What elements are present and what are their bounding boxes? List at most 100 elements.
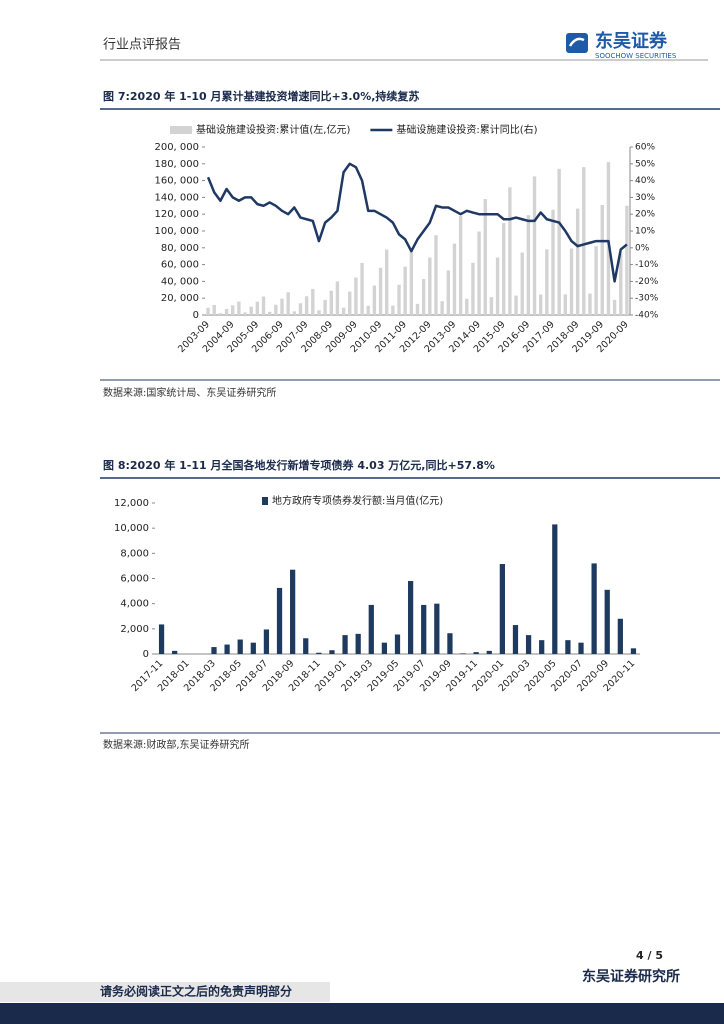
y2-tick-label: 20%: [635, 210, 655, 220]
bar: [447, 633, 453, 654]
bar: [231, 305, 235, 315]
y2-tick-label: -20%: [635, 277, 659, 287]
bar: [600, 204, 604, 315]
bar: [298, 303, 303, 315]
y2-tick-label: 40%: [635, 176, 655, 186]
bar: [286, 292, 290, 315]
y-tick-label: 0: [193, 310, 199, 321]
bar: [434, 603, 440, 654]
bar: [158, 624, 165, 654]
bar: [440, 301, 444, 315]
bar: [575, 208, 580, 315]
bar: [591, 563, 597, 654]
bar: [588, 293, 592, 315]
bar: [280, 298, 284, 315]
bar: [323, 299, 327, 315]
bar: [391, 305, 395, 315]
figure-source: 数据来源:国家统计局、东吴证券研究所: [103, 386, 276, 399]
bar: [250, 642, 256, 654]
bar: [625, 205, 629, 315]
bar: [565, 640, 571, 654]
logo-en: SOOCHOW SECURITIES: [595, 52, 677, 60]
bar: [385, 249, 389, 315]
bar: [538, 294, 543, 315]
bar: [397, 284, 401, 315]
bar: [304, 296, 309, 315]
bar: [486, 650, 492, 654]
bar: [206, 307, 210, 315]
bar: [368, 604, 374, 654]
bar: [348, 291, 352, 315]
bar: [249, 306, 253, 315]
y-tick-label: 0: [143, 649, 149, 660]
bar: [303, 638, 309, 654]
bar: [471, 262, 475, 315]
y2-tick-label: 0%: [635, 243, 650, 253]
bar: [545, 249, 549, 315]
bar: [465, 298, 469, 315]
bar: [421, 279, 426, 315]
bar: [532, 176, 537, 315]
bar: [617, 618, 623, 654]
bar: [394, 634, 401, 654]
page-number: 4 / 5: [636, 949, 663, 962]
bar: [512, 625, 519, 654]
bar: [267, 311, 272, 315]
y-tick-label: 10,000: [114, 523, 149, 534]
bar: [335, 281, 340, 315]
legend-label: 基础设施建设投资:累计值(左,亿元): [196, 123, 350, 136]
bar: [502, 223, 506, 315]
bar: [355, 633, 361, 654]
bar: [594, 246, 598, 315]
bar: [552, 524, 558, 654]
bar: [218, 313, 223, 315]
bar: [261, 296, 266, 315]
bar: [563, 294, 568, 315]
bar: [403, 266, 407, 315]
bar: [172, 650, 178, 654]
bar: [224, 308, 229, 315]
bar: [619, 253, 623, 315]
bar: [329, 290, 333, 315]
legend-label: 基础设施建设投资:累计同比(右): [396, 123, 537, 136]
y-tick-label: 140, 000: [154, 192, 199, 203]
logo-icon: [566, 33, 588, 53]
y2-tick-label: 30%: [635, 193, 655, 203]
institute-name: 东吴证券研究所: [582, 968, 680, 985]
bar: [212, 304, 216, 315]
bar: [452, 243, 457, 315]
disclaimer: 请务必阅读正文之后的免责声明部分: [100, 984, 292, 999]
disclaimer-band: [0, 982, 330, 1002]
bar: [578, 642, 584, 654]
y-tick-label: 40, 000: [161, 276, 199, 287]
y-tick-label: 2,000: [120, 624, 149, 635]
bar: [477, 231, 481, 315]
y-tick-label: 100, 000: [154, 226, 199, 237]
bar: [525, 635, 532, 654]
bar: [499, 564, 505, 654]
y-tick-label: 8,000: [120, 548, 149, 559]
y2-tick-label: 10%: [635, 227, 655, 237]
bar: [483, 199, 487, 315]
bar: [415, 303, 420, 315]
bar: [526, 215, 531, 315]
report-type: 行业点评报告: [103, 38, 181, 53]
y-tick-label: 12,000: [114, 498, 149, 509]
y-tick-label: 4,000: [120, 599, 149, 610]
bar: [290, 569, 296, 654]
bar: [428, 257, 432, 315]
bar: [446, 270, 450, 315]
bar: [366, 305, 370, 315]
bar: [473, 652, 479, 654]
bar: [604, 589, 610, 654]
y2-tick-label: -40%: [635, 311, 659, 321]
bar: [381, 642, 388, 654]
bar: [329, 650, 335, 654]
bar: [495, 257, 500, 315]
bar: [372, 285, 377, 315]
bar: [458, 215, 463, 315]
bar: [407, 581, 414, 654]
y-tick-label: 120, 000: [154, 209, 199, 220]
y2-tick-label: -30%: [635, 294, 659, 304]
